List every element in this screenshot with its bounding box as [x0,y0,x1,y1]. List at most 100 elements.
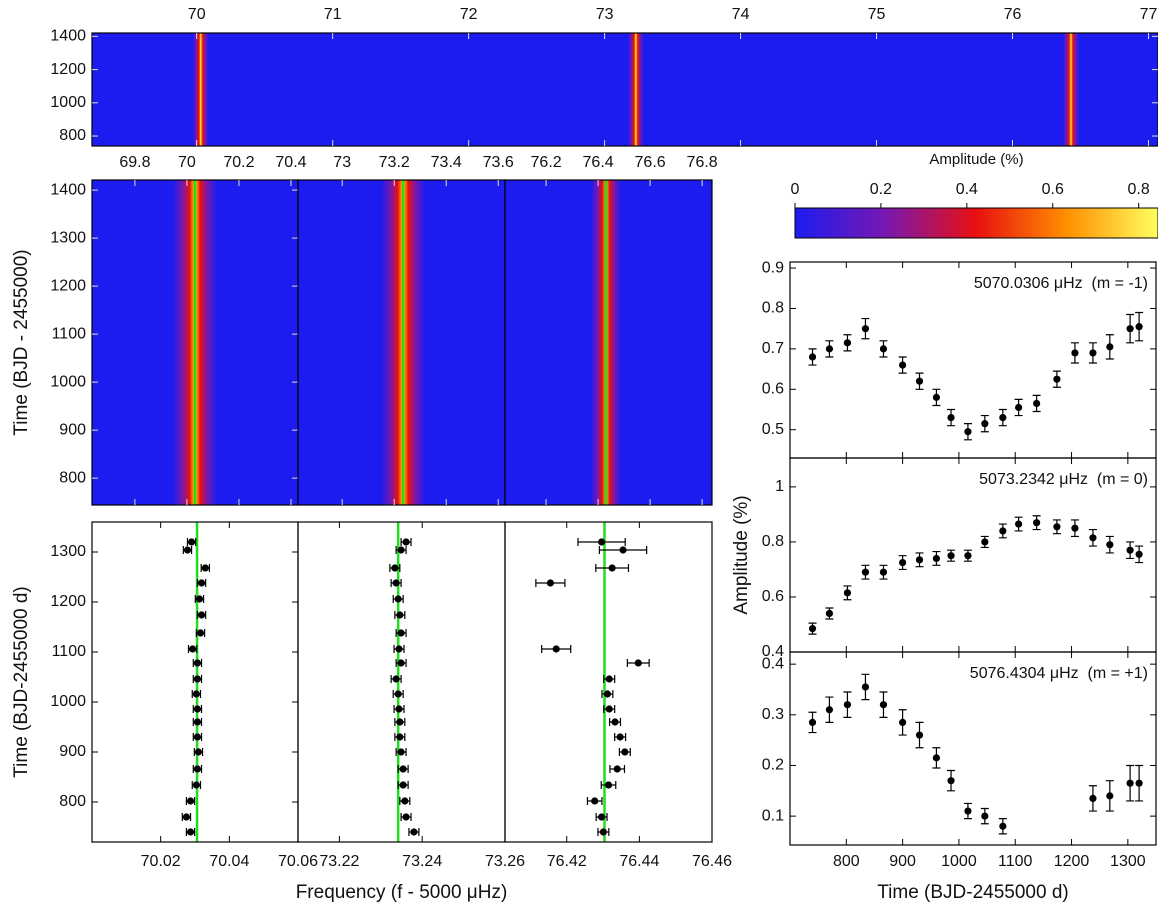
data-point [825,706,834,714]
y-tick-label: 1000 [50,693,86,710]
data-point [879,701,888,709]
x-tick-label: 73.22 [319,853,359,870]
x-tick-label: 1100 [998,853,1033,870]
x-tick-label: 70.06 [278,853,318,870]
x-tick-label: 70.4 [275,154,306,171]
colorbar-title: Amplitude (%) [929,151,1023,168]
data-point [964,428,972,436]
data-point [1015,520,1023,528]
annotation: 5070.0306 μHz (m = -1) [974,275,1148,292]
data-point [1071,524,1079,532]
x-tick-label: 76.2 [531,154,562,171]
panel: 73 73.2 73.4 73.6 [297,154,514,506]
data-point [964,807,972,815]
data-point [915,377,924,385]
y-tick-label: 1400 [50,28,86,45]
data-point [193,765,202,773]
data-point [591,797,599,805]
data-point [392,675,400,683]
data-point [843,589,852,597]
data-point [186,828,195,836]
y-tick-label: 1300 [50,229,86,246]
x-tick-label: 1300 [1110,853,1146,870]
y-tick-label: 0.8 [762,300,784,317]
x-tick-label: 73 [596,6,614,23]
data-point [608,564,616,572]
data-point [861,325,870,333]
data-point [1089,794,1097,802]
data-point [861,683,870,691]
data-point [182,813,191,821]
data-point [981,812,989,820]
data-point [605,705,613,713]
data-point [613,765,621,773]
x-tick-label: 76.42 [547,853,587,870]
x-tick-label: 74 [732,6,750,23]
y-tick-label: 1200 [50,277,86,294]
data-point [616,733,624,741]
data-point [604,781,613,789]
y-tick-label: 0.5 [762,421,784,438]
data-point [879,345,888,353]
data-point [1053,375,1061,383]
y-tick-label: 0.2 [762,757,784,774]
data-point [899,361,907,369]
panel-frame [504,179,713,506]
data-point [394,690,402,698]
panel: 5076.4304 μHz (m = +1) 800 900 1000 1100 1200… [762,651,1157,903]
data-point [1089,534,1097,542]
data-point [611,718,619,726]
y-axis-label: Time (BJD - 2455000) [11,249,32,435]
data-point [397,659,405,667]
y-tick-label: 1000 [50,94,86,111]
data-point [1126,546,1134,554]
x-tick-label: 800 [833,853,860,870]
panel-frame [504,521,713,843]
y-tick-label: 0.6 [762,381,784,398]
data-point [188,645,197,653]
data-point [899,718,907,727]
data-point [843,701,852,709]
data-point [391,564,399,572]
data-point [1135,779,1143,787]
x-tick-label: 76.44 [619,853,659,870]
data-point [999,527,1007,535]
y-tick-label: 1300 [50,543,86,560]
y-tick-label: 800 [59,469,86,486]
x-tick-label: 70 [188,6,206,23]
x-tick-label: 70.02 [141,853,181,870]
y-tick-label: 1200 [50,61,86,78]
x-tick-label: 71 [324,6,342,23]
data-point [599,828,608,836]
data-point [546,579,554,587]
data-point [193,659,202,667]
data-point [397,748,405,756]
panel: 70.02 70.04 70.06 800 900 1000 1100 1200 1300 Tim… [11,521,318,870]
data-point [932,754,941,762]
x-tick-label: 0.2 [870,181,892,198]
panel: 76.42 76.44 76.46 [504,521,732,870]
data-point [396,733,404,741]
x-tick-label: 70.2 [223,154,254,171]
data-point [1015,403,1023,412]
data-point [879,568,888,576]
y-tick-label: 0.3 [762,706,784,723]
data-point [192,690,200,698]
data-point [196,629,205,637]
data-point [397,546,405,554]
data-point [915,556,924,564]
data-point [603,690,612,698]
panel: 73.22 73.24 73.26 Frequency (f - 5000 μHz) [296,521,525,903]
x-tick-label: 900 [889,853,916,870]
data-point [396,611,404,619]
data-point [808,718,817,727]
x-tick-label: 72 [460,6,478,23]
data-point [197,611,206,619]
data-point [808,353,817,361]
data-point [621,748,629,756]
panel: 5073.2342 μHz (m = 0) 0.4 0.6 0.8 1 Amplitude… [731,457,1157,660]
x-tick-label: 1200 [1054,853,1090,870]
data-point [193,718,202,726]
panel-frame [91,521,299,843]
x-tick-label: 70 [178,154,196,171]
